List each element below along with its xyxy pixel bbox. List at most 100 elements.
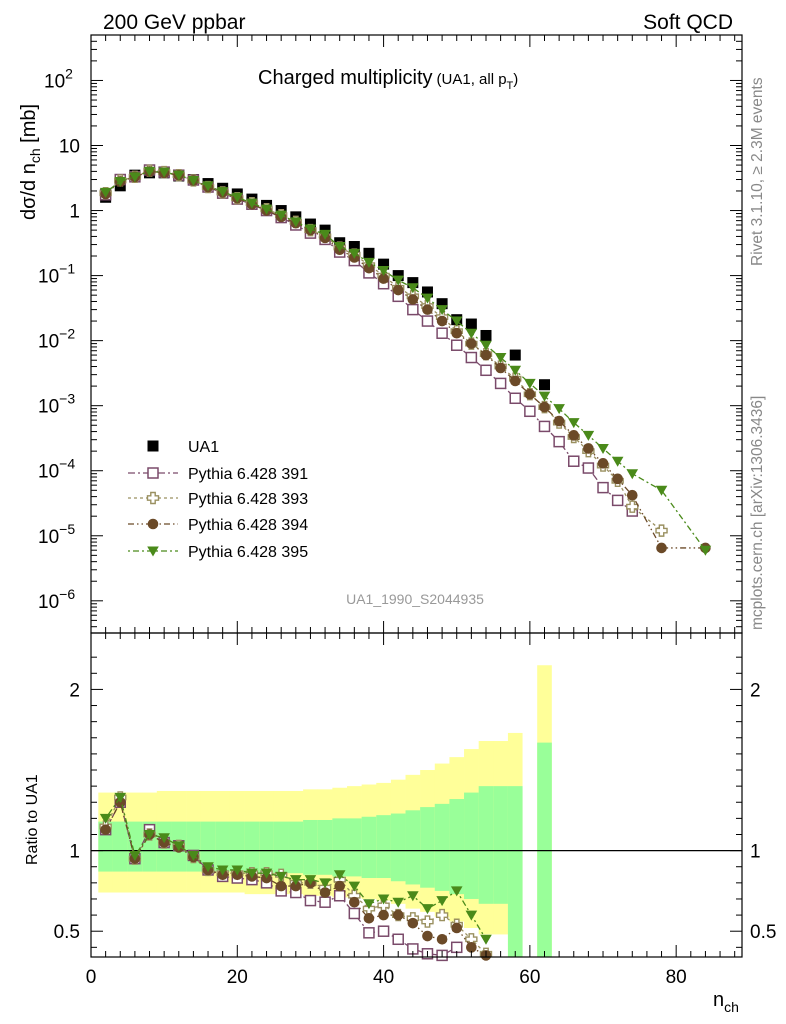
data-point: [538, 420, 551, 433]
data-point: [422, 930, 433, 942]
data-point: [626, 500, 639, 513]
series-line: [105, 170, 706, 551]
data-point: [466, 338, 477, 349]
data-point: [392, 284, 404, 296]
data-point: [319, 878, 331, 889]
ratio-y-tick-label: 2: [69, 680, 80, 701]
data-point: [407, 891, 419, 902]
ratio-band-inner: [493, 786, 509, 904]
data-point: [509, 375, 521, 387]
data-point: [114, 792, 127, 803]
data-point: [407, 294, 419, 305]
data-point: [147, 546, 159, 557]
data-point: [334, 880, 345, 892]
data-point: [275, 880, 287, 892]
data-point: [333, 870, 346, 881]
ratio-band-inner: [361, 816, 377, 879]
data-point: [377, 265, 390, 276]
ratio-line: [105, 800, 487, 956]
ratio-series-3: [99, 792, 492, 945]
data-point: [597, 481, 609, 494]
data-point: [304, 224, 317, 235]
data-point: [319, 229, 331, 240]
ratio-band-inner: [200, 821, 216, 872]
ratio-band-inner: [112, 821, 128, 872]
data-point: [436, 298, 448, 310]
data-point: [392, 270, 404, 282]
data-point: [147, 518, 159, 530]
data-point: [333, 889, 346, 902]
data-point: [99, 187, 112, 198]
ratio-y-tick-label-right: 1: [750, 842, 761, 863]
ratio-band-inner: [405, 810, 421, 885]
data-point: [450, 316, 463, 327]
data-point: [348, 907, 361, 920]
data-point: [656, 542, 667, 554]
ratio-y-axis-label: Ratio to UA1: [24, 774, 41, 865]
ratio-band-inner: [303, 819, 319, 875]
data-point: [143, 829, 156, 840]
data-point: [436, 305, 448, 316]
data-point: [378, 909, 389, 921]
legend-label: Pythia 6.428 394: [188, 517, 308, 534]
x-tick-label: 0: [86, 967, 97, 988]
data-point: [436, 896, 448, 907]
ratio-band-inner: [390, 813, 406, 882]
data-point: [553, 404, 565, 415]
data-point: [582, 430, 595, 441]
ratio-y-tick-label-right: 2: [750, 680, 761, 701]
data-point: [524, 405, 536, 418]
ratio-band-inner: [259, 821, 275, 874]
y-tick-label: 10−5: [38, 521, 75, 548]
data-point: [407, 277, 419, 289]
data-point: [392, 897, 405, 908]
data-point: [553, 435, 565, 448]
y-tick-label: 10−4: [38, 456, 75, 483]
x-tick-label: 40: [373, 967, 394, 988]
side-text-top: Rivet 3.1.10, ≥ 2.3M events: [749, 77, 766, 266]
data-point: [611, 456, 624, 467]
series-1: [99, 164, 639, 517]
data-point: [480, 340, 492, 351]
legend-entry: Pythia 6.428 391: [128, 466, 308, 483]
data-point: [246, 198, 258, 209]
data-point: [187, 850, 200, 861]
data-point: [495, 362, 506, 374]
data-point: [333, 242, 346, 253]
data-point: [392, 275, 405, 286]
data-point: [275, 871, 287, 882]
data-point: [422, 304, 433, 315]
data-point: [99, 813, 112, 824]
data-point: [378, 258, 390, 270]
ratio-band-inner: [478, 786, 494, 904]
legend-label: UA1: [188, 439, 219, 456]
ratio-band-inner: [244, 821, 260, 874]
data-point: [597, 458, 609, 469]
data-point: [567, 418, 580, 429]
data-point: [524, 388, 536, 400]
y-tick-label: 10−2: [38, 326, 75, 353]
chart-title: Charged multiplicity (UA1, all pT): [258, 67, 518, 92]
data-point: [275, 210, 287, 221]
ratio-frame: [90, 632, 743, 958]
data-point: [465, 910, 478, 921]
data-point: [319, 896, 331, 908]
data-point: [480, 349, 492, 361]
ratio-band-inner: [507, 786, 523, 957]
legend-label: Pythia 6.428 391: [188, 466, 308, 483]
ratio-band-inner: [317, 819, 333, 875]
data-point: [435, 908, 449, 922]
data-point: [187, 175, 200, 186]
data-point: [349, 896, 360, 908]
data-point: [231, 865, 244, 876]
data-point: [480, 934, 492, 945]
data-point: [363, 257, 375, 268]
ratio-band-inner: [288, 821, 304, 874]
data-point: [626, 489, 638, 501]
x-axis-label: nch: [713, 989, 739, 1015]
data-point: [509, 349, 521, 361]
ratio-band-inner: [376, 815, 392, 879]
data-point: [158, 833, 170, 844]
data-point: [216, 187, 229, 198]
ratio-band-inner: [229, 821, 245, 872]
